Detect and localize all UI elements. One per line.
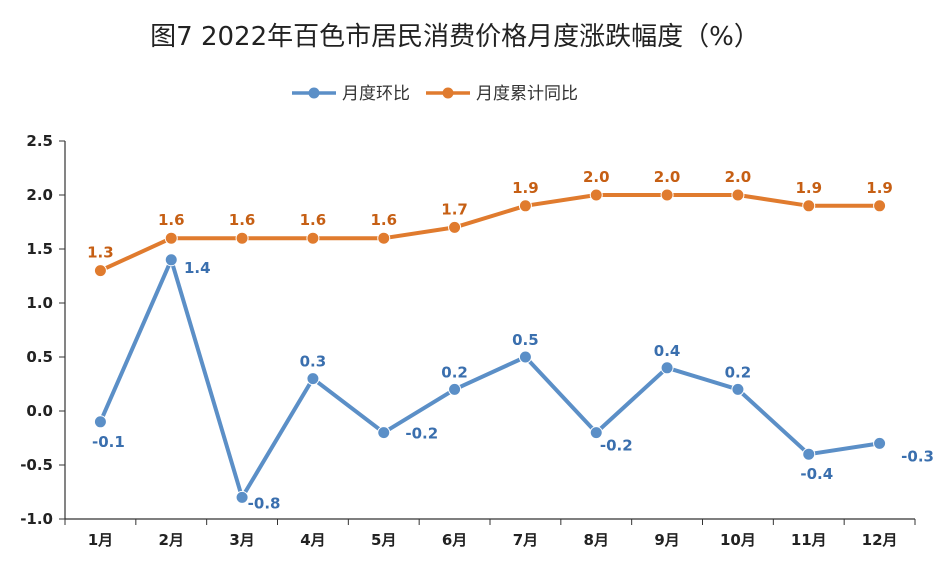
data-label: 0.3 [300, 353, 327, 371]
series-yoy-cumulative: 1.3 1.6 1.6 1.6 1.6 1.7 1.9 2.0 2.0 2.0 1.9 1.9 [87, 168, 893, 278]
data-label: -0.3 [901, 447, 934, 465]
legend-label: 月度累计同比 [476, 84, 578, 104]
data-point [235, 490, 249, 504]
x-tick-label: 3月 [229, 531, 254, 549]
data-point [164, 231, 178, 245]
y-tick-label: -1.0 [20, 510, 53, 528]
legend-swatch-marker [308, 87, 320, 99]
data-point [660, 361, 674, 375]
data-label: -0.2 [405, 425, 438, 443]
data-label: 0.2 [441, 363, 468, 381]
axes: 2.5 2.0 1.5 1.0 0.5 0.0 -0.5 -1.0 1月 2月 3月 4月 5月 6月 7月… [20, 132, 916, 549]
data-point [518, 350, 532, 364]
data-label: 1.7 [441, 200, 468, 218]
data-point [306, 372, 320, 386]
data-label: -0.1 [92, 433, 125, 451]
data-label: 1.4 [184, 259, 211, 277]
y-tick-label: 0.0 [26, 402, 53, 420]
x-tick-label: 9月 [654, 531, 679, 549]
data-point [164, 253, 178, 267]
x-tick-label: 10月 [720, 531, 756, 549]
y-tick-label: 2.5 [26, 132, 53, 150]
legend-swatch-marker [442, 87, 454, 99]
legend: 月度环比 月度累计同比 [292, 84, 578, 104]
x-tick-label: 2月 [159, 531, 184, 549]
series-line [98, 257, 880, 500]
data-label: 0.5 [512, 331, 539, 349]
chart-title: 图7 2022年百色市居民消费价格月度涨跌幅度（%） [150, 22, 760, 52]
data-point [235, 231, 249, 245]
data-label: 0.2 [725, 363, 752, 381]
series-layer: -0.1 1.4 -0.8 0.3 -0.2 0.2 0.5 -0.2 0.4 0.2 -0.4 -0… [87, 168, 934, 512]
data-label: -0.4 [800, 465, 833, 483]
legend-label: 月度环比 [342, 84, 410, 104]
data-label: 1.9 [795, 179, 822, 197]
data-label: 2.0 [583, 168, 610, 186]
y-tick-label: 1.0 [26, 294, 53, 312]
data-label: 1.6 [158, 211, 185, 229]
data-point [306, 231, 320, 245]
data-point [448, 220, 462, 234]
y-tick-label: -0.5 [20, 456, 53, 474]
data-point [518, 199, 532, 213]
y-tick-label: 2.0 [26, 186, 53, 204]
x-tick-label: 12月 [862, 531, 898, 549]
data-label: -0.2 [600, 437, 633, 455]
data-point [93, 415, 107, 429]
x-tick-label: 1月 [88, 531, 113, 549]
data-point [802, 447, 816, 461]
series-line [99, 193, 880, 273]
data-point [448, 382, 462, 396]
data-point [731, 188, 745, 202]
x-tick-label: 6月 [442, 531, 467, 549]
data-label: 1.9 [512, 179, 539, 197]
data-label: 1.6 [370, 211, 397, 229]
data-point [802, 199, 816, 213]
x-tick-label: 7月 [513, 531, 538, 549]
data-point [731, 382, 745, 396]
data-point [589, 426, 603, 440]
y-tick-label: 0.5 [26, 348, 53, 366]
series-mom: -0.1 1.4 -0.8 0.3 -0.2 0.2 0.5 -0.2 0.4 0.2 -0.4 -0… [92, 253, 934, 512]
data-label: 1.3 [87, 244, 114, 262]
data-point [93, 264, 107, 278]
data-point [873, 199, 887, 213]
data-label: 2.0 [725, 168, 752, 186]
data-point [589, 188, 603, 202]
data-label: 1.6 [229, 211, 256, 229]
x-tick-label: 4月 [300, 531, 325, 549]
data-label: 1.6 [300, 211, 327, 229]
x-tick-label: 5月 [371, 531, 396, 549]
data-label: 0.4 [654, 342, 681, 360]
data-point [377, 231, 391, 245]
data-label: 2.0 [654, 168, 681, 186]
y-tick-label: 1.5 [26, 240, 53, 258]
data-point [660, 188, 674, 202]
data-label: 1.9 [866, 179, 893, 197]
data-point [873, 436, 887, 450]
data-point [377, 426, 391, 440]
x-tick-label: 11月 [791, 531, 827, 549]
data-label: -0.8 [248, 494, 281, 512]
x-tick-label: 8月 [584, 531, 609, 549]
